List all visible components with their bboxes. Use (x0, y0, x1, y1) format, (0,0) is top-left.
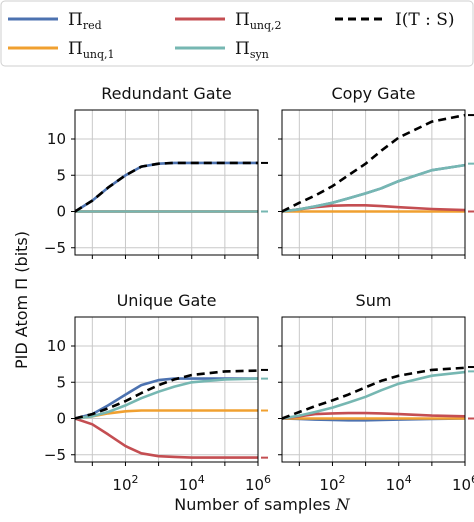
series-syn (75, 377, 258, 420)
y-tick-label: 5 (56, 373, 66, 391)
legend-label-2: I(T : S) (395, 10, 455, 30)
series-mi (75, 369, 258, 420)
x-tick-label: 104 (179, 473, 205, 494)
series-syn (282, 163, 465, 213)
series-red (75, 377, 258, 420)
series-mi (282, 113, 465, 213)
panel-title: Copy Gate (332, 84, 416, 103)
axes-frame (281, 316, 466, 463)
series-mi (75, 161, 258, 213)
legend-label-4: Πsyn (235, 39, 269, 61)
panel-0: Redundant Gate −5 0 5 10 (44, 84, 268, 259)
y-tick-label: 5 (56, 166, 66, 184)
y-tick-label: 0 (56, 203, 66, 221)
y-axis-label: PID Atom Π (bits) (12, 231, 31, 369)
panel-title: Redundant Gate (101, 84, 231, 103)
x-tick-label: 106 (245, 473, 271, 494)
panel-title: Sum (356, 291, 392, 310)
y-tick-label: −5 (44, 446, 66, 464)
panels: Redundant Gate −5 0 5 10 Copy Gate Unique Gate… (44, 84, 474, 494)
y-tick-label: 10 (47, 337, 66, 355)
x-tick-label: 106 (452, 473, 474, 494)
y-tick-label: 10 (47, 130, 66, 148)
series-mi (282, 366, 465, 420)
x-tick-label: 104 (386, 473, 412, 494)
y-tick-label: 0 (56, 410, 66, 428)
x-tick-label: 102 (112, 473, 138, 494)
series-unq2 (282, 411, 465, 420)
legend-label-1: Πunq,2 (235, 10, 282, 32)
series-unq2 (75, 417, 258, 459)
series-red (75, 161, 258, 213)
panel-2: Unique Gate −5 0 5 10 102 104 106 (44, 291, 271, 494)
panel-title: Unique Gate (117, 291, 217, 310)
axes-frame (281, 109, 466, 256)
series-syn (282, 370, 465, 420)
x-axis-label: Number of samples N (174, 495, 350, 514)
legend-label-3: Πunq,1 (68, 39, 115, 61)
legend-label-0: Πred (68, 10, 102, 32)
legend: Πred Πunq,2 I(T : S) Πunq,1 Πsyn (0, 0, 474, 67)
legend-frame (0, 0, 474, 67)
panel-3: Sum 102 104 106 (278, 291, 474, 494)
panel-1: Copy Gate (278, 84, 474, 259)
axes-frame (74, 316, 259, 463)
axes-frame (74, 109, 259, 256)
y-tick-label: −5 (44, 239, 66, 257)
x-tick-label: 102 (319, 473, 345, 494)
